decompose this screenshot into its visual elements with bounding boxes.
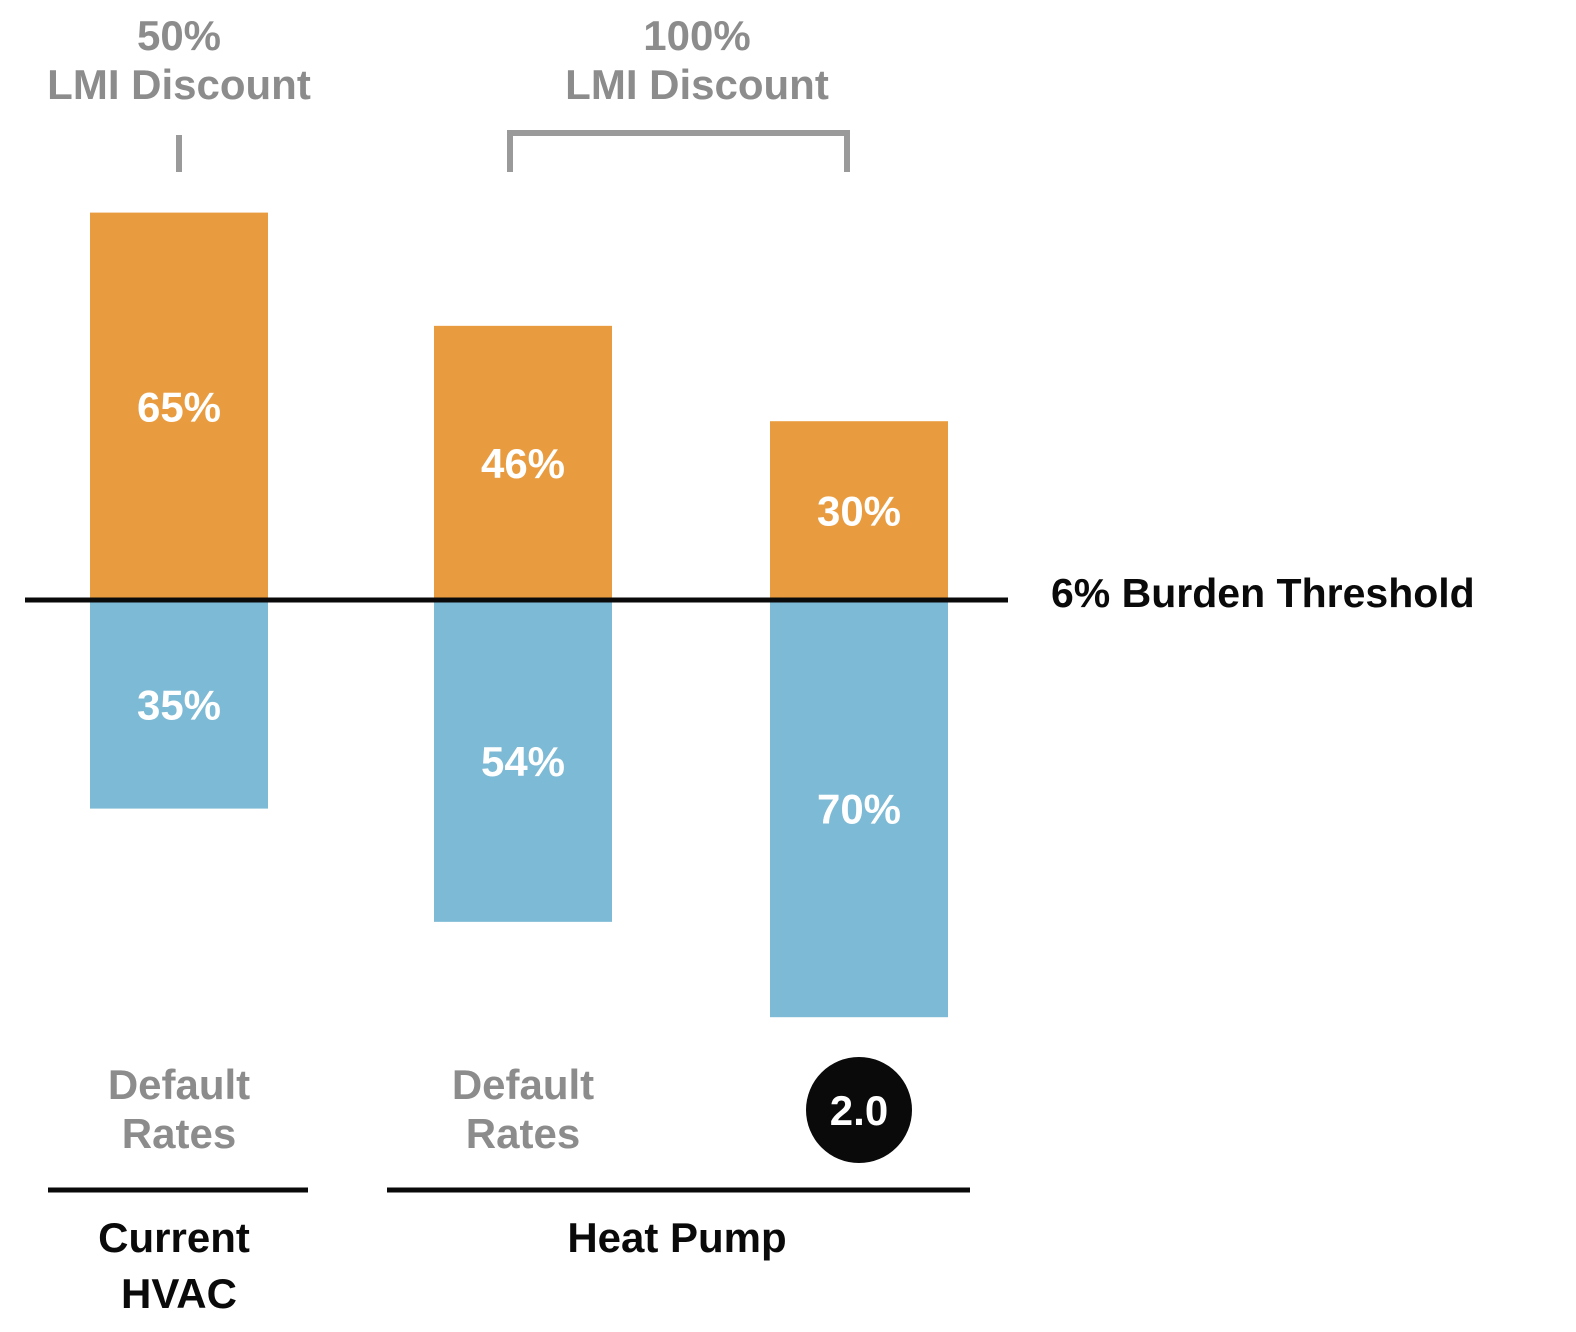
bar-above-2 bbox=[434, 325, 612, 600]
bar-below-1 bbox=[90, 600, 268, 809]
bar-above-3 bbox=[770, 421, 948, 600]
top-group-label-2-line2: LMI Discount bbox=[565, 61, 829, 108]
bar-below-3 bbox=[770, 600, 948, 1018]
category-label-1-line1: Default bbox=[108, 1061, 250, 1108]
top-group-label-1-line2: LMI Discount bbox=[47, 61, 311, 108]
bar-above-1 bbox=[90, 212, 268, 600]
category-label-2-line1: Default bbox=[452, 1061, 594, 1108]
bar-label-below-2: 54% bbox=[481, 738, 565, 785]
rate-badge-label: 2.0 bbox=[830, 1087, 888, 1134]
bottom-group-label-1-line1: Current bbox=[98, 1214, 250, 1261]
category-label-1-line2: Rates bbox=[122, 1110, 236, 1157]
top-group-label-1-line1: 50% bbox=[137, 12, 221, 59]
bars: 65% 46% 30% 35% 54% 70% bbox=[90, 212, 948, 1018]
threshold-label: 6% Burden Threshold bbox=[1051, 570, 1475, 616]
bar-label-above-1: 65% bbox=[137, 383, 221, 430]
bar-label-above-3: 30% bbox=[817, 488, 901, 535]
category-label-2-line2: Rates bbox=[466, 1110, 580, 1157]
bar-label-below-1: 35% bbox=[137, 681, 221, 728]
bottom-group-label-2-line1: Heat Pump bbox=[567, 1214, 786, 1261]
bar-label-below-3: 70% bbox=[817, 786, 901, 833]
bar-label-above-2: 46% bbox=[481, 440, 565, 487]
top-group-label-2-line1: 100% bbox=[643, 12, 750, 59]
bar-below-2 bbox=[434, 600, 612, 922]
bottom-group-label-1-line2: HVAC bbox=[121, 1270, 237, 1317]
rate-badge bbox=[806, 1057, 912, 1163]
top-group-bracket-2 bbox=[507, 130, 850, 172]
